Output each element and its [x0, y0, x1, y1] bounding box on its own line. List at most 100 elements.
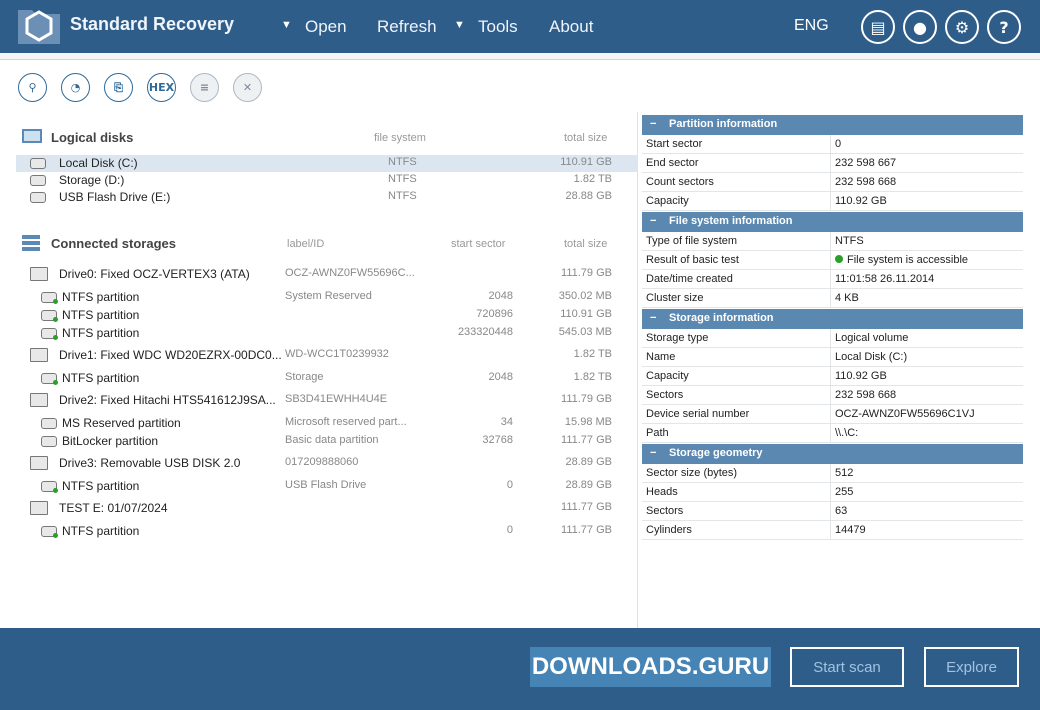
partition-item[interactable]: NTFS partition 233320448 545.03 MB: [16, 325, 638, 342]
info-key: Sectors: [642, 502, 831, 520]
info-key: End sector: [642, 154, 831, 172]
info-row: Type of file system NTFS: [642, 232, 1023, 251]
partition-item[interactable]: MS Reserved partition Microsoft reserved…: [16, 415, 638, 432]
info-key: Path: [642, 424, 831, 442]
collapse-icon[interactable]: −: [650, 215, 657, 227]
menu-tools[interactable]: Tools: [478, 17, 518, 36]
menu-about[interactable]: About: [549, 17, 594, 36]
storage-name: TEST E: 01/07/2024: [59, 501, 168, 515]
storage-name: Drive1: Fixed WDC WD20EZRX-00DC0...: [59, 348, 282, 362]
monitor-icon: [22, 129, 42, 143]
drives-panel: Logical disks file system total size Loc…: [0, 112, 638, 628]
watermark: DOWNLOADS.GURU: [530, 647, 771, 687]
disk-size: 1.82 TB: [573, 173, 612, 185]
storage-item[interactable]: Drive3: Removable USB DISK 2.0 017209888…: [16, 455, 638, 472]
info-key: Capacity: [642, 367, 831, 385]
storage-name: Drive3: Removable USB DISK 2.0: [59, 456, 241, 470]
storage-start-sector: 0: [506, 524, 513, 536]
storage-name: NTFS partition: [62, 326, 140, 340]
partition-item[interactable]: NTFS partition USB Flash Drive 0 28.89 G…: [16, 478, 638, 495]
logical-disk-item[interactable]: Storage (D:) NTFS 1.82 TB: [16, 172, 638, 189]
info-row: Date/time created 11:01:58 26.11.2014: [642, 270, 1023, 289]
drive-icon: [30, 348, 48, 362]
drive-icon: [30, 501, 48, 515]
partition-icon: [41, 328, 58, 340]
gear-icon[interactable]: ⚙: [945, 10, 979, 44]
storage-start-sector: 2048: [488, 371, 513, 383]
open-dropdown-icon[interactable]: ▼: [281, 19, 292, 31]
section-header[interactable]: − Storage geometry: [642, 444, 1023, 464]
section-title: Partition information: [669, 118, 778, 130]
info-key: Cluster size: [642, 289, 831, 307]
disk-name: USB Flash Drive (E:): [59, 190, 171, 204]
storage-item[interactable]: Drive0: Fixed OCZ-VERTEX3 (ATA) OCZ-AWNZ…: [16, 266, 638, 283]
info-row: Sectors 63: [642, 502, 1023, 521]
partition-icon: [41, 436, 57, 447]
storage-name: NTFS partition: [62, 308, 140, 322]
info-value: 232 598 667: [831, 154, 900, 172]
menu-refresh[interactable]: Refresh: [377, 17, 437, 36]
storage-size: 350.02 MB: [558, 290, 612, 302]
section-header[interactable]: − Partition information: [642, 115, 1023, 135]
logical-disk-item[interactable]: USB Flash Drive (E:) NTFS 28.88 GB: [16, 189, 638, 206]
list-icon: ≡: [190, 73, 219, 102]
storage-start-sector: 32768: [482, 434, 513, 446]
disk-size: 110.91 GB: [560, 156, 612, 168]
storage-start-sector: 720896: [476, 308, 513, 320]
storage-item[interactable]: Drive2: Fixed Hitachi HTS541612J9SA... S…: [16, 392, 638, 409]
image-icon[interactable]: ⎘: [104, 73, 133, 102]
col-start-sector: start sector: [451, 238, 506, 250]
info-key: Name: [642, 348, 831, 366]
partition-item[interactable]: NTFS partition System Reserved 2048 350.…: [16, 289, 638, 306]
collapse-icon[interactable]: −: [650, 312, 657, 324]
partition-item[interactable]: BitLocker partition Basic data partition…: [16, 433, 638, 450]
storage-name: NTFS partition: [62, 524, 140, 538]
language-selector[interactable]: ENG: [794, 17, 829, 34]
info-value-text: 232 598 668: [835, 389, 897, 401]
logical-disks-title: Logical disks: [51, 130, 134, 145]
storage-size: 28.89 GB: [565, 456, 612, 468]
collapse-icon[interactable]: −: [650, 118, 657, 130]
help-icon[interactable]: ?: [987, 10, 1021, 44]
explore-button[interactable]: Explore: [924, 647, 1019, 687]
partition-item[interactable]: NTFS partition Storage 2048 1.82 TB: [16, 370, 638, 387]
storage-label: Storage: [285, 371, 324, 383]
partition-icon: [41, 310, 58, 322]
disk-fs: NTFS: [388, 156, 417, 168]
storage-item[interactable]: Drive1: Fixed WDC WD20EZRX-00DC0... WD-W…: [16, 347, 638, 364]
info-value-text: \\.\C:: [835, 427, 859, 439]
disk-fs: NTFS: [388, 173, 417, 185]
info-value: OCZ-AWNZ0FW55696C1VJ: [831, 405, 979, 423]
info-value: 14479: [831, 521, 870, 539]
storage-item[interactable]: TEST E: 01/07/2024 111.77 GB: [16, 500, 638, 517]
drive-icon: [30, 393, 48, 407]
section-header[interactable]: − File system information: [642, 212, 1023, 232]
disk-size: 28.88 GB: [565, 190, 612, 202]
info-row: Cylinders 14479: [642, 521, 1023, 540]
logical-disk-item[interactable]: Local Disk (C:) NTFS 110.91 GB: [16, 155, 638, 172]
info-value: 255: [831, 483, 857, 501]
partition-item[interactable]: NTFS partition 0 111.77 GB: [16, 523, 638, 540]
info-value: 232 598 668: [831, 386, 900, 404]
section-header[interactable]: − Storage information: [642, 309, 1023, 329]
log-icon[interactable]: ▤: [861, 10, 895, 44]
partition-search-icon[interactable]: ◔: [61, 73, 90, 102]
disk-name: Storage (D:): [59, 173, 125, 187]
hex-button[interactable]: HEX: [147, 73, 176, 102]
disk-icon: [30, 158, 46, 169]
disk-fs: NTFS: [388, 190, 417, 202]
user-icon[interactable]: ●: [903, 10, 937, 44]
storage-size: 111.77 GB: [561, 434, 612, 446]
partition-item[interactable]: NTFS partition 720896 110.91 GB: [16, 307, 638, 324]
tools-dropdown-icon[interactable]: ▼: [454, 19, 465, 31]
info-row: Storage type Logical volume: [642, 329, 1023, 348]
start-scan-button[interactable]: Start scan: [790, 647, 904, 687]
info-key: Type of file system: [642, 232, 831, 250]
info-row: Sectors 232 598 668: [642, 386, 1023, 405]
info-row: Path \\.\C:: [642, 424, 1023, 443]
search-icon[interactable]: ⚲: [18, 73, 47, 102]
info-value-text: Local Disk (C:): [835, 351, 908, 363]
collapse-icon[interactable]: −: [650, 447, 657, 459]
storage-start-sector: 34: [500, 416, 513, 428]
menu-open[interactable]: Open: [305, 17, 347, 36]
